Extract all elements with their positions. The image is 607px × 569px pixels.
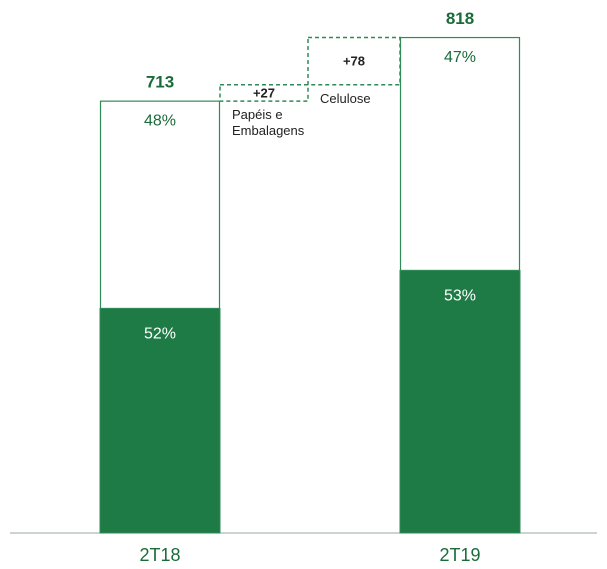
step-box [219, 84, 309, 102]
bar-top [399, 36, 521, 272]
share-label: 52% [144, 326, 176, 343]
step-name: Celulose [320, 90, 371, 106]
bar-bottom [399, 269, 521, 534]
category-label: 2T19 [439, 545, 480, 565]
total-label: 818 [446, 9, 474, 28]
bar-top [99, 100, 221, 310]
share-label: 47% [444, 49, 476, 66]
step-label: +27 [253, 85, 275, 100]
total-label: 713 [146, 73, 174, 92]
step-label: +78 [343, 54, 365, 69]
step-box [307, 36, 401, 86]
share-label: 53% [444, 288, 476, 305]
category-label: 2T18 [139, 545, 180, 565]
step-name: Papéis e Embalagens [232, 107, 305, 139]
share-label: 48% [144, 112, 176, 129]
bar-bottom [99, 307, 221, 534]
